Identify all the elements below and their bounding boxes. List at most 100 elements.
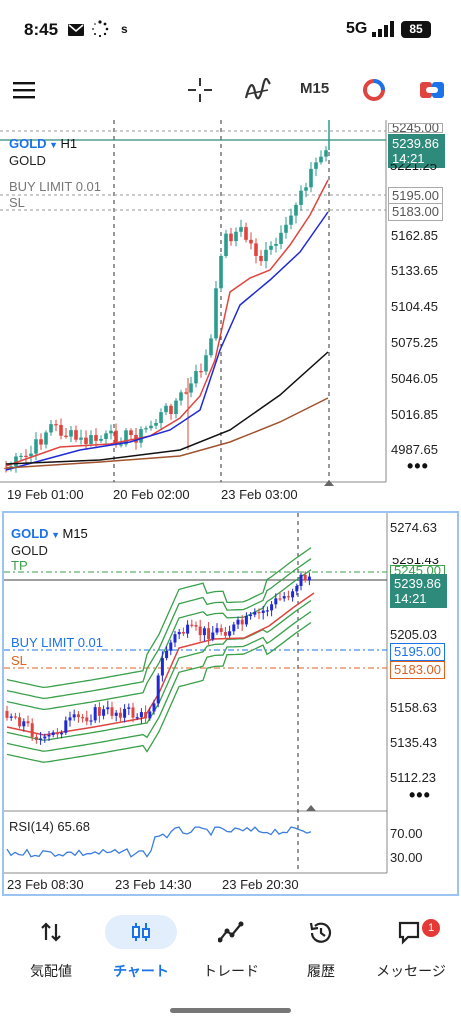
quotes-icon bbox=[41, 922, 61, 942]
nav-chart[interactable]: チャート bbox=[96, 905, 186, 995]
candle-body bbox=[249, 239, 253, 244]
status-bar: 8:45 s 5G 85 bbox=[0, 0, 461, 60]
y-tick: 5135.43 bbox=[390, 735, 437, 750]
candle-body bbox=[309, 168, 313, 188]
candle-body bbox=[110, 707, 114, 716]
chart-h1-current-price: 5239.86 bbox=[392, 136, 439, 151]
chart-h1[interactable]: GOLD ▼ H1 GOLD BUY LIMIT 0.01 SL 5245.00… bbox=[0, 120, 461, 510]
chart-h1-name: GOLD bbox=[9, 153, 46, 168]
chart-h1-canvas[interactable] bbox=[0, 120, 461, 510]
scroll-marker-icon bbox=[306, 805, 316, 811]
candle-body bbox=[43, 736, 47, 739]
menu-button[interactable] bbox=[4, 62, 44, 118]
candle-body bbox=[76, 714, 80, 718]
chart-m15-buy-limit-tag[interactable]: 5195.00 bbox=[390, 643, 445, 661]
candle-body bbox=[169, 405, 173, 415]
candle-body bbox=[114, 430, 118, 445]
candle-body bbox=[189, 383, 193, 393]
moving-average-red bbox=[6, 592, 315, 736]
candle-body bbox=[232, 624, 236, 632]
candle-body bbox=[18, 717, 22, 727]
candle-body bbox=[144, 712, 148, 719]
home-indicator[interactable] bbox=[170, 1008, 291, 1013]
candle-body bbox=[177, 631, 181, 635]
candle-body bbox=[207, 628, 211, 640]
signal-icon bbox=[372, 21, 394, 42]
nav-history[interactable]: 履歴 bbox=[276, 905, 366, 995]
candle-body bbox=[13, 716, 17, 718]
chart-m15-current-price-tag: 5239.86 14:21 bbox=[390, 574, 447, 608]
candle-body bbox=[278, 598, 282, 600]
indicators-button[interactable] bbox=[238, 62, 278, 118]
dropdown-arrow-icon: ▼ bbox=[48, 530, 63, 540]
chart-h1-countdown: 14:21 bbox=[392, 151, 425, 166]
candle-body bbox=[149, 425, 153, 429]
more-dots-icon[interactable]: ••• bbox=[407, 456, 429, 476]
crosshair-button[interactable] bbox=[180, 62, 220, 118]
nav-trade-label: トレード bbox=[203, 963, 259, 979]
chart-m15-buy-limit-label: BUY LIMIT 0.01 bbox=[11, 635, 104, 650]
chart-h1-symbol-header[interactable]: GOLD ▼ H1 bbox=[9, 136, 77, 151]
one-click-trading-button[interactable] bbox=[412, 62, 452, 118]
candle-body bbox=[139, 429, 143, 443]
nav-trade[interactable]: トレード bbox=[186, 905, 276, 995]
timeframe-selector[interactable]: M15 bbox=[300, 80, 330, 97]
nav-messages[interactable]: 1 メッセージ bbox=[366, 905, 456, 995]
chart-h1-sl-tag[interactable]: 5183.00 bbox=[388, 203, 443, 221]
candle-body bbox=[39, 738, 43, 741]
candle-body bbox=[324, 150, 328, 157]
chart-m15-period: M15 bbox=[62, 526, 88, 541]
chart-h1-period: H1 bbox=[60, 136, 78, 151]
candle-body bbox=[240, 619, 244, 625]
nav-quotes[interactable]: 気配値 bbox=[6, 905, 96, 995]
candle-body bbox=[9, 716, 13, 718]
candle-body bbox=[236, 619, 240, 625]
candle-body bbox=[84, 437, 88, 444]
chart-m15-symbol-header[interactable]: GOLD ▼ M15 bbox=[11, 526, 88, 541]
battery-icon: 85 bbox=[401, 21, 431, 38]
candle-body bbox=[85, 717, 89, 722]
chart-m15-sl-tag[interactable]: 5183.00 bbox=[390, 661, 445, 679]
candle-body bbox=[81, 717, 85, 719]
chart-m15[interactable]: GOLD ▼ M15 GOLD TP BUY LIMIT 0.01 SL 527… bbox=[2, 511, 459, 896]
candle-body bbox=[68, 717, 72, 721]
more-dots-icon[interactable]: ••• bbox=[409, 785, 431, 805]
candle-body bbox=[194, 625, 198, 627]
candle-body bbox=[257, 611, 261, 614]
candle-body bbox=[164, 405, 168, 413]
candle-body bbox=[89, 720, 93, 722]
chart-h1-symbol[interactable]: GOLD bbox=[9, 136, 47, 151]
chart-h1-sl-label: SL bbox=[9, 195, 25, 210]
clock: 8:45 bbox=[24, 20, 59, 39]
y-tick: 5075.25 bbox=[391, 335, 438, 350]
x-tick: 19 Feb 01:00 bbox=[7, 487, 84, 502]
candle-body bbox=[219, 255, 223, 289]
candle-body bbox=[30, 723, 34, 737]
candle-body bbox=[244, 227, 248, 240]
bottom-navigation: 気配値 チャート トレード 履歴 1 メッセージ bbox=[0, 905, 461, 995]
chart-icon bbox=[132, 923, 150, 941]
candle-body bbox=[269, 245, 273, 250]
trade-mode-button[interactable] bbox=[354, 62, 394, 118]
candle-body bbox=[239, 227, 243, 232]
candle-body bbox=[165, 650, 169, 659]
chart-h1-buy-limit-label: BUY LIMIT 0.01 bbox=[9, 179, 102, 194]
y-tick: 5158.63 bbox=[390, 700, 437, 715]
candle-body bbox=[19, 455, 23, 457]
candle-body bbox=[202, 628, 206, 636]
chart-m15-tp-label: TP bbox=[11, 558, 28, 573]
trade-mode-icon bbox=[363, 79, 385, 101]
candle-body bbox=[124, 430, 128, 445]
chart-m15-canvas[interactable] bbox=[4, 513, 457, 894]
candle-body bbox=[249, 614, 253, 617]
dropdown-arrow-icon: ▼ bbox=[46, 140, 61, 150]
candle-body bbox=[4, 467, 8, 470]
bollinger-band-lower bbox=[6, 610, 312, 752]
candle-body bbox=[286, 596, 290, 598]
rsi-tick: 70.00 bbox=[390, 826, 423, 841]
candle-body bbox=[34, 736, 38, 741]
candle-body bbox=[74, 430, 78, 440]
chart-m15-countdown: 14:21 bbox=[394, 591, 427, 606]
chart-m15-symbol[interactable]: GOLD bbox=[11, 526, 49, 541]
candle-body bbox=[97, 707, 101, 716]
